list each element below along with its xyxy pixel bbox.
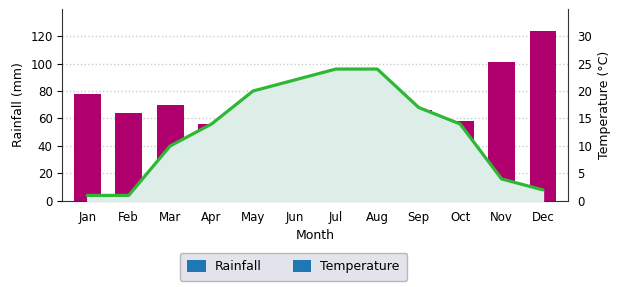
Y-axis label: Rainfall (mm): Rainfall (mm) xyxy=(12,62,25,147)
Bar xyxy=(281,131,308,201)
Bar xyxy=(447,121,474,201)
Bar xyxy=(115,113,142,201)
Y-axis label: Temperature (°C): Temperature (°C) xyxy=(598,51,611,159)
Bar xyxy=(157,105,183,201)
Legend: Rainfall, Temperature: Rainfall, Temperature xyxy=(180,253,407,281)
Bar xyxy=(198,124,225,201)
Bar xyxy=(323,123,349,201)
Bar xyxy=(74,94,100,201)
Bar xyxy=(364,127,391,201)
Bar xyxy=(240,125,266,201)
X-axis label: Month: Month xyxy=(296,229,334,242)
Bar xyxy=(530,31,557,201)
Bar xyxy=(488,62,515,201)
Bar xyxy=(405,110,432,201)
